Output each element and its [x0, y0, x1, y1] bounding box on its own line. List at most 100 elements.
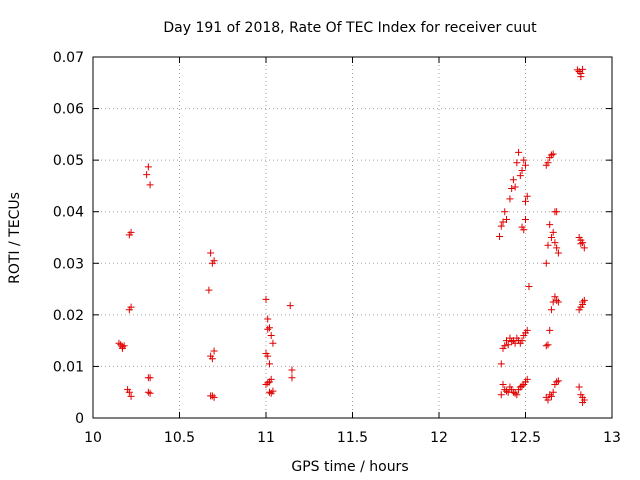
data-point — [575, 383, 583, 391]
data-point — [544, 159, 552, 167]
data-point — [523, 326, 531, 334]
data-point — [547, 392, 555, 400]
data-point — [544, 396, 552, 404]
data-point — [286, 302, 294, 310]
data-point — [579, 301, 587, 309]
data-point — [146, 389, 154, 397]
data-point — [499, 380, 507, 388]
data-point — [502, 387, 510, 395]
data-point — [523, 375, 531, 383]
data-point — [546, 326, 554, 334]
data-point — [210, 257, 218, 265]
data-point — [502, 215, 510, 223]
data-point — [508, 338, 516, 346]
data-point — [579, 399, 587, 407]
data-point — [573, 66, 581, 74]
y-tick-label: 0.01 — [53, 359, 84, 375]
data-point — [579, 65, 587, 73]
tick-labels: 10 10.5 11 11.5 12 12.5 13 0 0.01 0.02 0.03 0.04 0.0… — [53, 50, 621, 446]
data-point — [115, 339, 123, 347]
data-point — [267, 375, 275, 383]
data-point — [522, 197, 529, 205]
data-point — [553, 208, 561, 216]
x-tick-label: 12 — [430, 430, 448, 446]
data-point — [264, 325, 272, 333]
data-point — [497, 391, 505, 399]
data-points — [115, 65, 588, 407]
data-point — [522, 215, 529, 223]
x-axis-title: GPS time / hours — [291, 459, 408, 475]
data-point — [549, 150, 557, 158]
data-point — [518, 337, 526, 345]
data-point — [544, 241, 552, 249]
data-point — [210, 393, 218, 401]
data-point — [554, 298, 562, 306]
data-point — [518, 382, 526, 390]
data-point — [288, 374, 296, 382]
data-point — [269, 339, 277, 347]
data-point — [511, 389, 519, 397]
data-point — [208, 392, 216, 400]
data-point — [144, 163, 152, 171]
x-tick-label: 12.5 — [510, 430, 541, 446]
data-point — [497, 222, 505, 230]
data-point — [265, 388, 273, 396]
data-point — [553, 244, 561, 252]
data-point — [288, 366, 296, 374]
data-point — [551, 239, 559, 247]
data-point — [125, 388, 133, 396]
data-point — [553, 296, 561, 304]
data-point — [127, 303, 135, 311]
data-point — [525, 282, 533, 290]
data-point — [580, 244, 588, 252]
data-point — [118, 344, 126, 352]
y-tick-label: 0.07 — [53, 50, 84, 66]
data-point — [267, 331, 275, 339]
data-point — [127, 228, 135, 236]
data-point — [546, 221, 554, 229]
data-point — [551, 293, 559, 301]
data-point — [264, 352, 272, 360]
data-point — [509, 176, 517, 184]
data-point — [554, 249, 562, 257]
data-point — [497, 360, 505, 368]
data-point — [210, 347, 218, 355]
data-point — [205, 286, 213, 294]
data-point — [127, 392, 135, 400]
data-point — [547, 151, 555, 159]
data-point — [504, 341, 512, 349]
data-point — [520, 156, 528, 164]
data-point — [542, 342, 550, 350]
x-tick-label: 11.5 — [337, 430, 368, 446]
data-point — [554, 377, 562, 385]
data-point — [501, 208, 509, 216]
data-point — [553, 378, 561, 386]
data-point — [265, 324, 273, 332]
data-point — [496, 232, 504, 240]
data-point — [549, 388, 557, 396]
data-point — [269, 387, 277, 395]
data-point — [549, 228, 557, 236]
y-tick-label: 0.06 — [53, 102, 84, 118]
data-point — [544, 341, 552, 349]
data-point — [577, 240, 585, 248]
data-point — [143, 171, 151, 179]
data-point — [516, 172, 524, 180]
data-point — [579, 239, 587, 247]
grid — [93, 57, 612, 418]
y-tick-label: 0.05 — [53, 153, 84, 169]
data-point — [515, 148, 523, 156]
data-point — [513, 391, 521, 399]
data-point — [264, 315, 272, 323]
data-point — [577, 73, 585, 81]
chart-title: Day 191 of 2018, Rate Of TEC Index for r… — [163, 20, 537, 36]
data-point — [506, 195, 514, 203]
y-tick-label: 0.04 — [53, 205, 84, 221]
axis-ticks — [92, 56, 613, 419]
data-point — [580, 296, 588, 304]
data-point — [511, 183, 519, 191]
data-point — [522, 161, 529, 169]
data-point — [265, 360, 273, 368]
data-point — [146, 181, 154, 189]
